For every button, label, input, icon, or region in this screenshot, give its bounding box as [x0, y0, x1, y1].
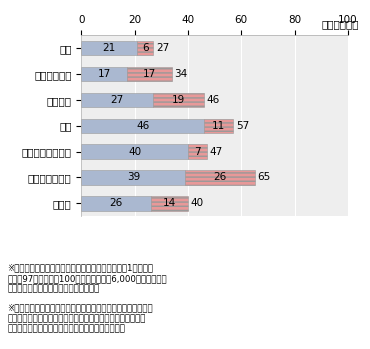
Bar	[81, 144, 188, 159]
Bar	[81, 92, 153, 107]
Bar	[153, 92, 204, 107]
Text: 40: 40	[191, 199, 204, 208]
Bar	[81, 119, 204, 133]
Text: 19: 19	[172, 95, 185, 105]
Text: 17: 17	[143, 69, 156, 79]
Text: 27: 27	[111, 95, 124, 105]
Text: 46: 46	[206, 95, 220, 105]
Bar	[81, 196, 151, 210]
Text: 17: 17	[97, 69, 111, 79]
Bar	[81, 41, 137, 55]
Text: 47: 47	[209, 147, 222, 157]
Text: 40: 40	[128, 147, 141, 157]
Text: ※　ただし、携帯電話の料金体系は基本料金に定額利用分を組
　み込んだ様々なパッケージ型のものが主流であり、利用パ
　ターンや使用量によって順位が変わることがある: ※ ただし、携帯電話の料金体系は基本料金に定額利用分を組 み込んだ様々なパッケー…	[7, 304, 153, 333]
Text: 14: 14	[163, 199, 176, 208]
Text: 26: 26	[110, 199, 123, 208]
Bar	[81, 170, 185, 185]
Text: 65: 65	[257, 172, 270, 183]
Text: 7: 7	[194, 147, 201, 157]
Text: 46: 46	[136, 121, 149, 131]
Text: （百円／月）: （百円／月）	[322, 20, 359, 30]
Text: 34: 34	[175, 69, 188, 79]
Text: 26: 26	[213, 172, 226, 183]
Text: ※　我が国における平均的な利用パターンを基に、1月当たり
　通話97分、メール100通、データ１万6,000パケットを利
　用した場合の各都市の料金を比較した: ※ 我が国における平均的な利用パターンを基に、1月当たり 通話97分、メール10…	[7, 263, 167, 293]
Bar	[127, 67, 172, 81]
Bar	[204, 119, 233, 133]
Bar	[81, 67, 127, 81]
Text: 57: 57	[236, 121, 249, 131]
Text: 27: 27	[156, 43, 169, 53]
Bar	[185, 170, 255, 185]
Text: 11: 11	[212, 121, 225, 131]
Text: 6: 6	[142, 43, 149, 53]
Bar	[151, 196, 188, 210]
Bar	[188, 144, 206, 159]
Bar	[137, 41, 153, 55]
Text: 39: 39	[127, 172, 140, 183]
Text: 21: 21	[103, 43, 116, 53]
